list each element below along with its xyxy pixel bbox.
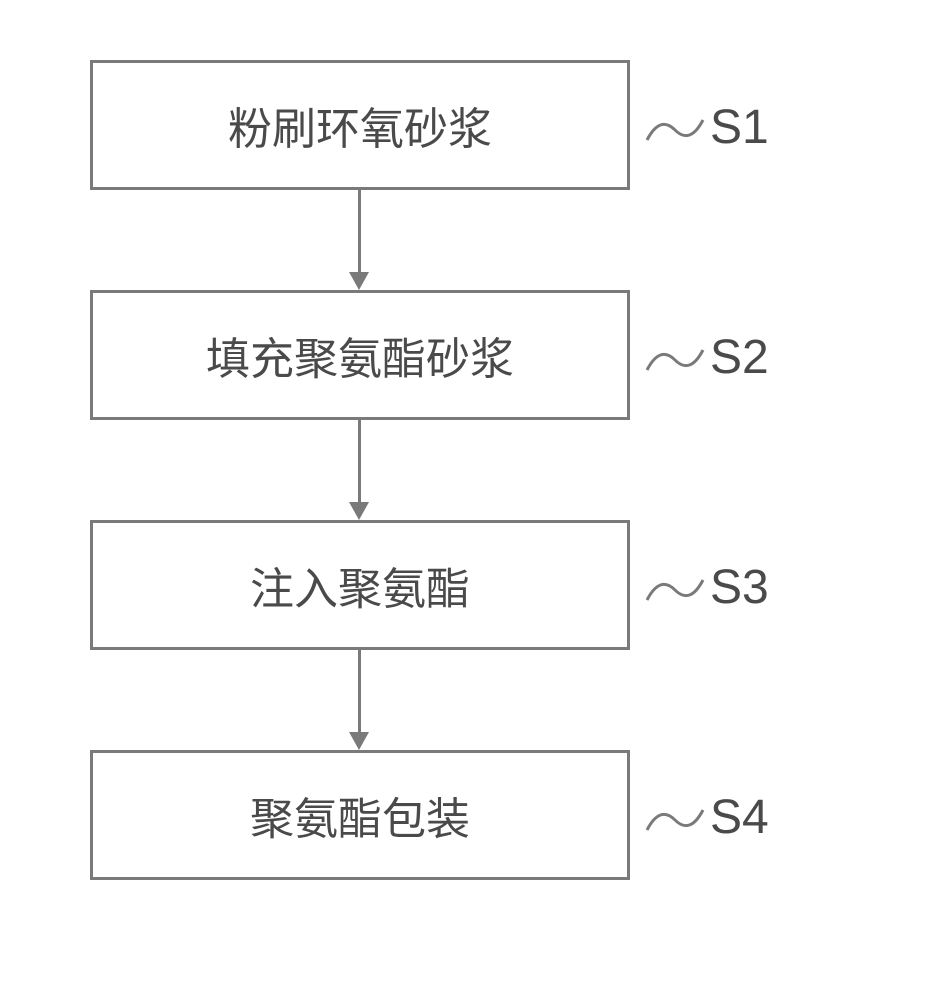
step-label-3: S3 [710, 560, 769, 615]
arrow-1-line [358, 190, 361, 272]
arrow-2-line [358, 420, 361, 502]
step-text-2: 填充聚氨酯砂浆 [206, 323, 514, 387]
step-text-4: 聚氨酯包装 [250, 783, 470, 847]
connector-tilde-4 [645, 800, 705, 840]
arrow-1-head [349, 272, 369, 290]
arrow-3-head [349, 732, 369, 750]
arrow-3-line [358, 650, 361, 732]
connector-tilde-3 [645, 570, 705, 610]
arrow-2-head [349, 502, 369, 520]
step-label-4: S4 [710, 790, 769, 845]
step-text-3: 注入聚氨酯 [250, 553, 470, 617]
connector-tilde-2 [645, 340, 705, 380]
step-box-1: 粉刷环氧砂浆 [90, 60, 630, 190]
step-box-3: 注入聚氨酯 [90, 520, 630, 650]
connector-tilde-1 [645, 110, 705, 150]
step-label-2: S2 [710, 330, 769, 385]
step-label-1: S1 [710, 100, 769, 155]
step-box-2: 填充聚氨酯砂浆 [90, 290, 630, 420]
step-text-1: 粉刷环氧砂浆 [228, 93, 492, 157]
step-box-4: 聚氨酯包装 [90, 750, 630, 880]
